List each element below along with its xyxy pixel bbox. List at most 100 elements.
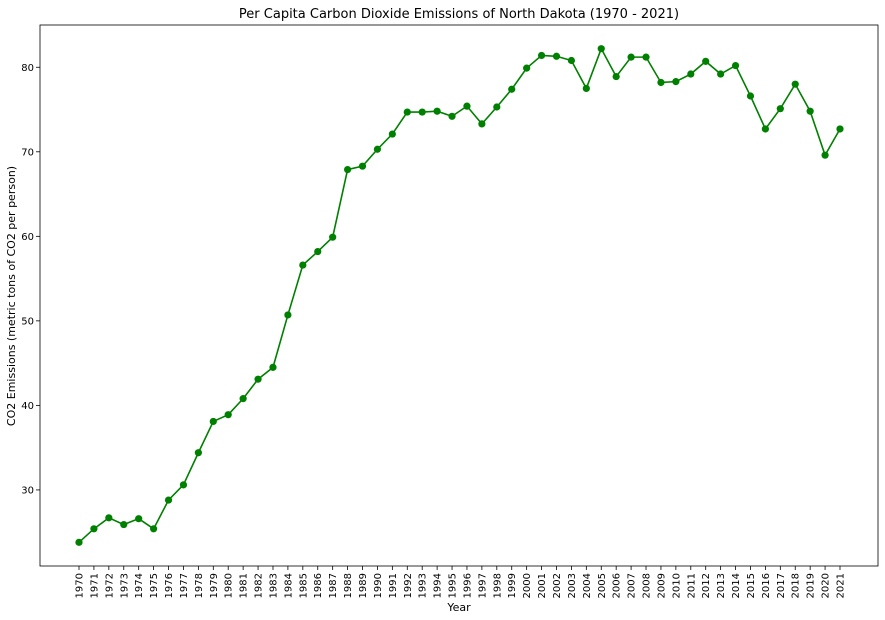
data-point [687,70,695,78]
x-tick-label: 2006 [612,573,623,598]
x-tick-label: 2011 [686,573,697,598]
data-point [358,162,367,170]
x-tick-label: 1995 [448,573,459,598]
x-tick-label: 2001 [537,573,548,598]
x-tick-label: 1979 [209,573,220,598]
data-point [105,514,113,522]
data-point [373,145,382,153]
x-tick-label: 1982 [254,573,265,598]
x-tick-label: 1973 [119,573,130,598]
x-tick-label: 1975 [149,573,160,598]
x-tick-label: 2003 [567,573,578,598]
x-tick-label: 2007 [627,573,638,598]
data-point [702,57,710,65]
y-axis-label: CO2 Emissions (metric tons of CO2 per pe… [5,166,18,426]
y-tick-label: 40 [21,401,34,412]
x-tick-label: 1997 [477,573,488,598]
data-point [254,375,262,383]
data-point [463,102,471,110]
chart-title: Per Capita Carbon Dioxide Emissions of N… [239,7,679,22]
data-point [299,261,307,269]
data-point [179,481,188,489]
y-tick-label: 60 [21,232,34,243]
x-axis-label: Year [446,601,471,614]
data-point [806,107,814,115]
data-point [478,120,486,128]
data-point [672,78,680,86]
x-tick-label: 1987 [328,573,339,598]
x-tick-label: 1984 [283,573,294,598]
data-point [582,84,590,92]
data-point [90,525,98,533]
x-tick-label: 1974 [134,573,145,598]
data-point [329,233,337,241]
data-point [448,112,456,120]
x-axis: 1970 1971 1972 1973 1974 1975 1976 1977 1978 1979… [75,566,847,598]
data-point [746,92,755,100]
data-point [508,85,516,93]
x-tick-label: 2005 [597,573,608,598]
x-tick-label: 1985 [298,573,309,598]
data-point [657,78,665,87]
x-tick-label: 2002 [552,573,563,598]
data-point [537,51,546,60]
data-point [120,520,128,529]
y-tick-label: 30 [21,485,34,496]
x-tick-label: 1993 [418,573,429,598]
x-tick-label: 1990 [373,573,384,598]
x-tick-label: 1992 [403,573,414,598]
x-tick-label: 2016 [761,573,772,598]
x-tick-label: 1972 [104,573,115,598]
y-tick-label: 80 [21,63,34,74]
data-point [642,53,650,61]
x-tick-label: 2004 [582,573,593,598]
data-point [791,80,799,88]
x-tick-label: 1994 [433,573,444,598]
data-point [418,108,426,116]
data-point [717,70,725,78]
data-point [821,151,829,159]
data-point [194,449,202,457]
x-tick-label: 2019 [806,573,817,598]
x-tick-label: 2000 [522,573,533,598]
x-tick-label: 2020 [821,573,832,598]
x-tick-label: 2008 [642,573,653,598]
data-point [403,108,411,116]
data-point [493,103,501,111]
x-tick-label: 1988 [343,573,354,598]
data-point [567,56,576,65]
data-point [761,125,769,133]
data-point [224,411,232,419]
x-tick-label: 2013 [716,573,727,598]
x-tick-label: 1971 [89,573,100,598]
x-tick-label: 2015 [746,573,757,598]
data-point [239,395,247,403]
data-point [612,72,620,81]
x-tick-label: 1996 [462,573,473,598]
data-point [150,525,158,533]
x-tick-label: 2017 [776,573,787,598]
x-tick-label: 1970 [75,573,86,598]
x-tick-label: 1983 [268,573,279,598]
x-tick-label: 1978 [194,573,205,598]
x-tick-label: 1986 [313,573,324,598]
x-tick-label: 2021 [836,573,847,598]
data-point [343,165,352,174]
data-point [776,105,784,113]
data-point [284,311,292,319]
x-tick-label: 1981 [239,573,250,598]
data-point [164,496,173,504]
x-tick-label: 1977 [179,573,190,598]
data-point [552,52,561,60]
y-axis: 30 40 50 60 70 80 [21,63,40,496]
x-tick-label: 2010 [671,573,682,598]
x-tick-label: 2012 [701,573,712,598]
data-point [836,125,844,133]
data-point [388,130,396,138]
x-tick-label: 1998 [492,573,503,598]
series-line [78,46,841,543]
x-tick-label: 1976 [164,573,175,598]
data-point [597,45,605,53]
